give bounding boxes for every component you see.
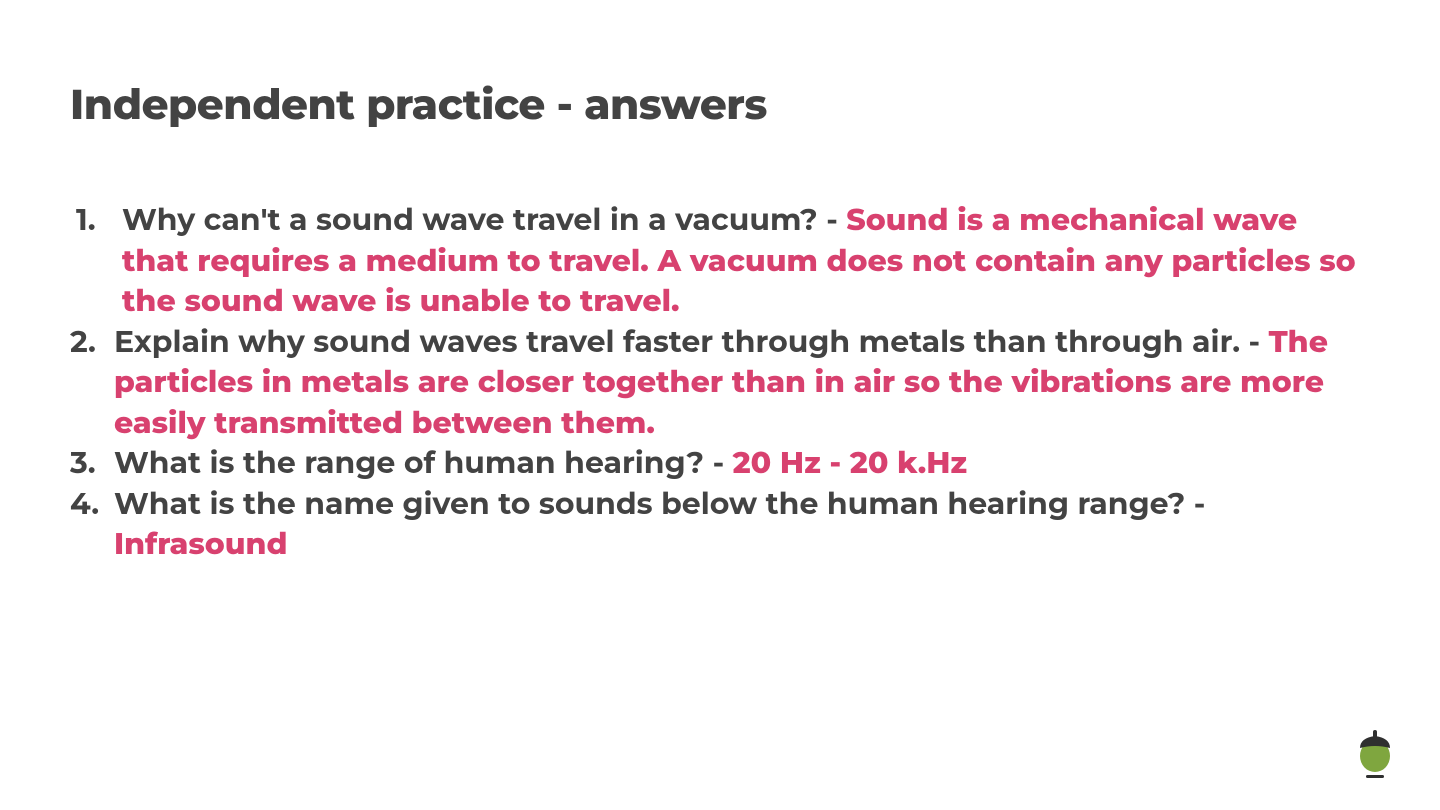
qa-list: Why can't a sound wave travel in a vacuu…: [70, 200, 1370, 565]
answer-text: Infrasound: [114, 525, 288, 562]
question-text: What is the range of human hearing? -: [114, 444, 733, 481]
acorn-logo-icon: [1354, 726, 1396, 778]
answer-text: 20 Hz - 20 k.Hz: [733, 444, 967, 481]
question-text: What is the name given to sounds below t…: [114, 485, 1205, 522]
question-text: Explain why sound waves travel faster th…: [114, 323, 1269, 360]
list-item: What is the name given to sounds below t…: [70, 484, 1370, 565]
list-item: What is the range of human hearing? - 20…: [70, 443, 1370, 484]
list-item: Why can't a sound wave travel in a vacuu…: [70, 200, 1370, 322]
slide: Independent practice - answers Why can't…: [0, 0, 1440, 810]
question-text: Why can't a sound wave travel in a vacuu…: [122, 201, 846, 238]
page-title: Independent practice - answers: [70, 78, 1370, 130]
list-item: Explain why sound waves travel faster th…: [70, 322, 1370, 444]
